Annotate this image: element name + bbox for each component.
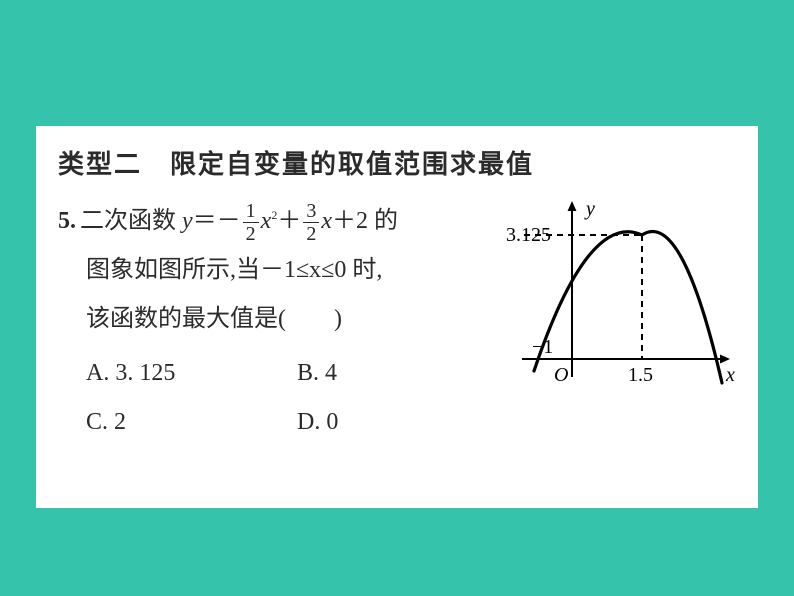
svg-text:x: x bbox=[725, 364, 735, 386]
question-text: 5.二次函数 y＝－12x2＋32x＋2 的 图象如图所示,当－1≤x≤0 时,… bbox=[58, 197, 498, 447]
svg-text:1.5: 1.5 bbox=[628, 364, 653, 386]
plus2: ＋2 的 bbox=[332, 208, 398, 234]
question-card: 类型二 限定自变量的取值范围求最值 5.二次函数 y＝－12x2＋32x＋2 的… bbox=[36, 126, 758, 508]
section-heading: 类型二 限定自变量的取值范围求最值 bbox=[58, 144, 736, 181]
question-line-1: 5.二次函数 y＝－12x2＋32x＋2 的 bbox=[58, 197, 498, 246]
svg-text:y: y bbox=[584, 198, 595, 220]
option-b: B. 4 bbox=[297, 349, 498, 398]
options: A. 3. 125 B. 4 C. 2 D. 0 bbox=[86, 349, 498, 447]
frac1-num: 1 bbox=[243, 201, 259, 223]
plus1: ＋ bbox=[277, 208, 301, 234]
frac-2: 32 bbox=[301, 201, 321, 244]
svg-text:3.125: 3.125 bbox=[506, 224, 551, 246]
q-prefix: 二次函数 bbox=[80, 208, 182, 234]
chart-container: y x O−1 1.5 3.125 bbox=[498, 197, 736, 397]
question-line-3: 该函数的最大值是( ) bbox=[86, 295, 498, 344]
eq-eq: ＝－ bbox=[193, 208, 241, 234]
option-c: C. 2 bbox=[86, 398, 287, 447]
parabola-chart: y x O−1 1.5 3.125 bbox=[504, 197, 736, 397]
x2: x bbox=[261, 208, 272, 234]
body-wrap: 5.二次函数 y＝－12x2＋32x＋2 的 图象如图所示,当－1≤x≤0 时,… bbox=[58, 197, 736, 447]
x1: x bbox=[321, 208, 332, 234]
option-d: D. 0 bbox=[297, 398, 498, 447]
frac1-den: 2 bbox=[243, 223, 259, 244]
option-a: A. 3. 125 bbox=[86, 349, 287, 398]
question-number: 5. bbox=[58, 208, 76, 234]
frac2-num: 3 bbox=[303, 201, 319, 223]
svg-text:O: O bbox=[554, 364, 568, 386]
frac2-den: 2 bbox=[303, 223, 319, 244]
eq-y: y bbox=[182, 208, 193, 234]
question-line-2: 图象如图所示,当－1≤x≤0 时, bbox=[86, 246, 498, 295]
frac-1: 12 bbox=[241, 201, 261, 244]
svg-text:−1: −1 bbox=[532, 336, 553, 358]
